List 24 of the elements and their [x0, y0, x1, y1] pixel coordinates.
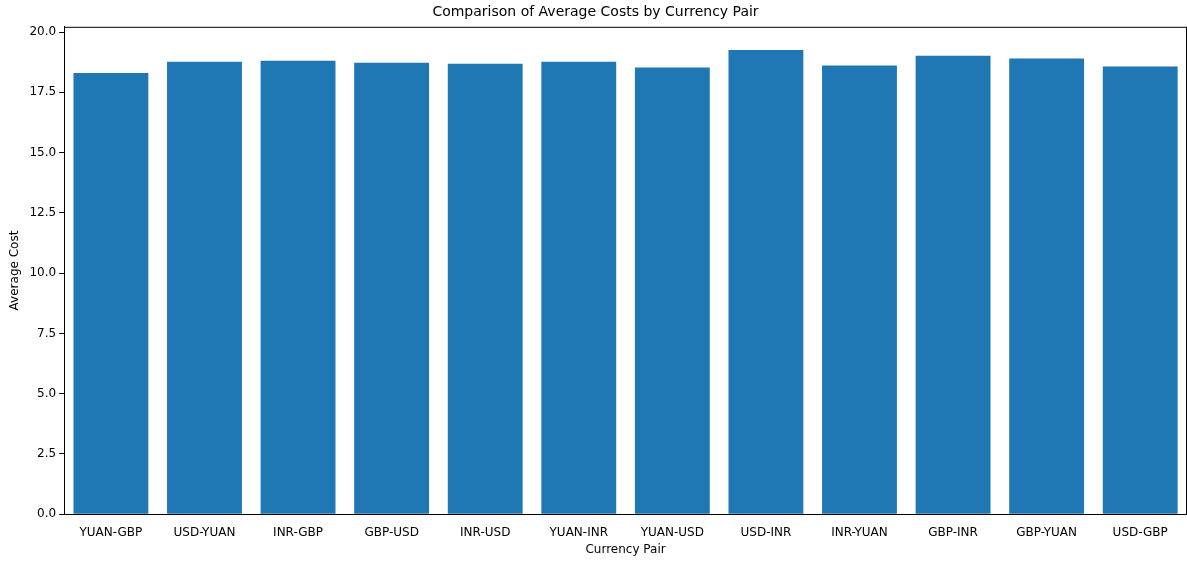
- y-tick-label: 5.0: [37, 385, 57, 400]
- x-tick-label: YUAN-GBP: [78, 524, 143, 539]
- y-tick-label: 17.5: [29, 84, 57, 99]
- y-tick-label: 2.5: [37, 446, 57, 461]
- x-tick-label: INR-USD: [460, 524, 511, 539]
- y-axis-title: Average Cost: [7, 230, 22, 311]
- x-tick-label: GBP-USD: [364, 524, 419, 539]
- chart-title: Comparison of Average Costs by Currency Pair: [432, 3, 759, 20]
- x-axis-title: Currency Pair: [585, 541, 666, 556]
- x-tick-label: USD-INR: [740, 524, 792, 539]
- x-tick-label: GBP-INR: [928, 524, 978, 539]
- y-tick-label: 15.0: [29, 144, 57, 159]
- y-tick-label: 12.5: [29, 205, 57, 220]
- y-tick-label: 7.5: [37, 325, 57, 340]
- y-tick-label: 10.0: [29, 265, 57, 280]
- x-tick-label: YUAN-USD: [639, 524, 704, 539]
- y-tick-label: 0.0: [37, 506, 57, 521]
- y-tick-label: 20.0: [29, 24, 57, 39]
- x-tick-label: USD-GBP: [1112, 524, 1168, 539]
- x-tick-label: GBP-YUAN: [1016, 524, 1077, 539]
- x-tick-label: YUAN-INR: [548, 524, 609, 539]
- x-tick-label: INR-YUAN: [831, 524, 888, 539]
- x-tick-label: USD-YUAN: [173, 524, 236, 539]
- x-tick-label: INR-GBP: [273, 524, 324, 539]
